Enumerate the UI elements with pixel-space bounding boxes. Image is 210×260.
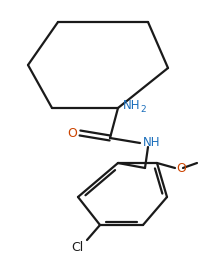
- Text: 2: 2: [140, 105, 146, 114]
- Text: NH: NH: [143, 135, 160, 148]
- Text: O: O: [176, 161, 186, 174]
- Text: NH: NH: [123, 99, 140, 112]
- Text: Cl: Cl: [71, 240, 83, 253]
- Text: O: O: [67, 127, 77, 140]
